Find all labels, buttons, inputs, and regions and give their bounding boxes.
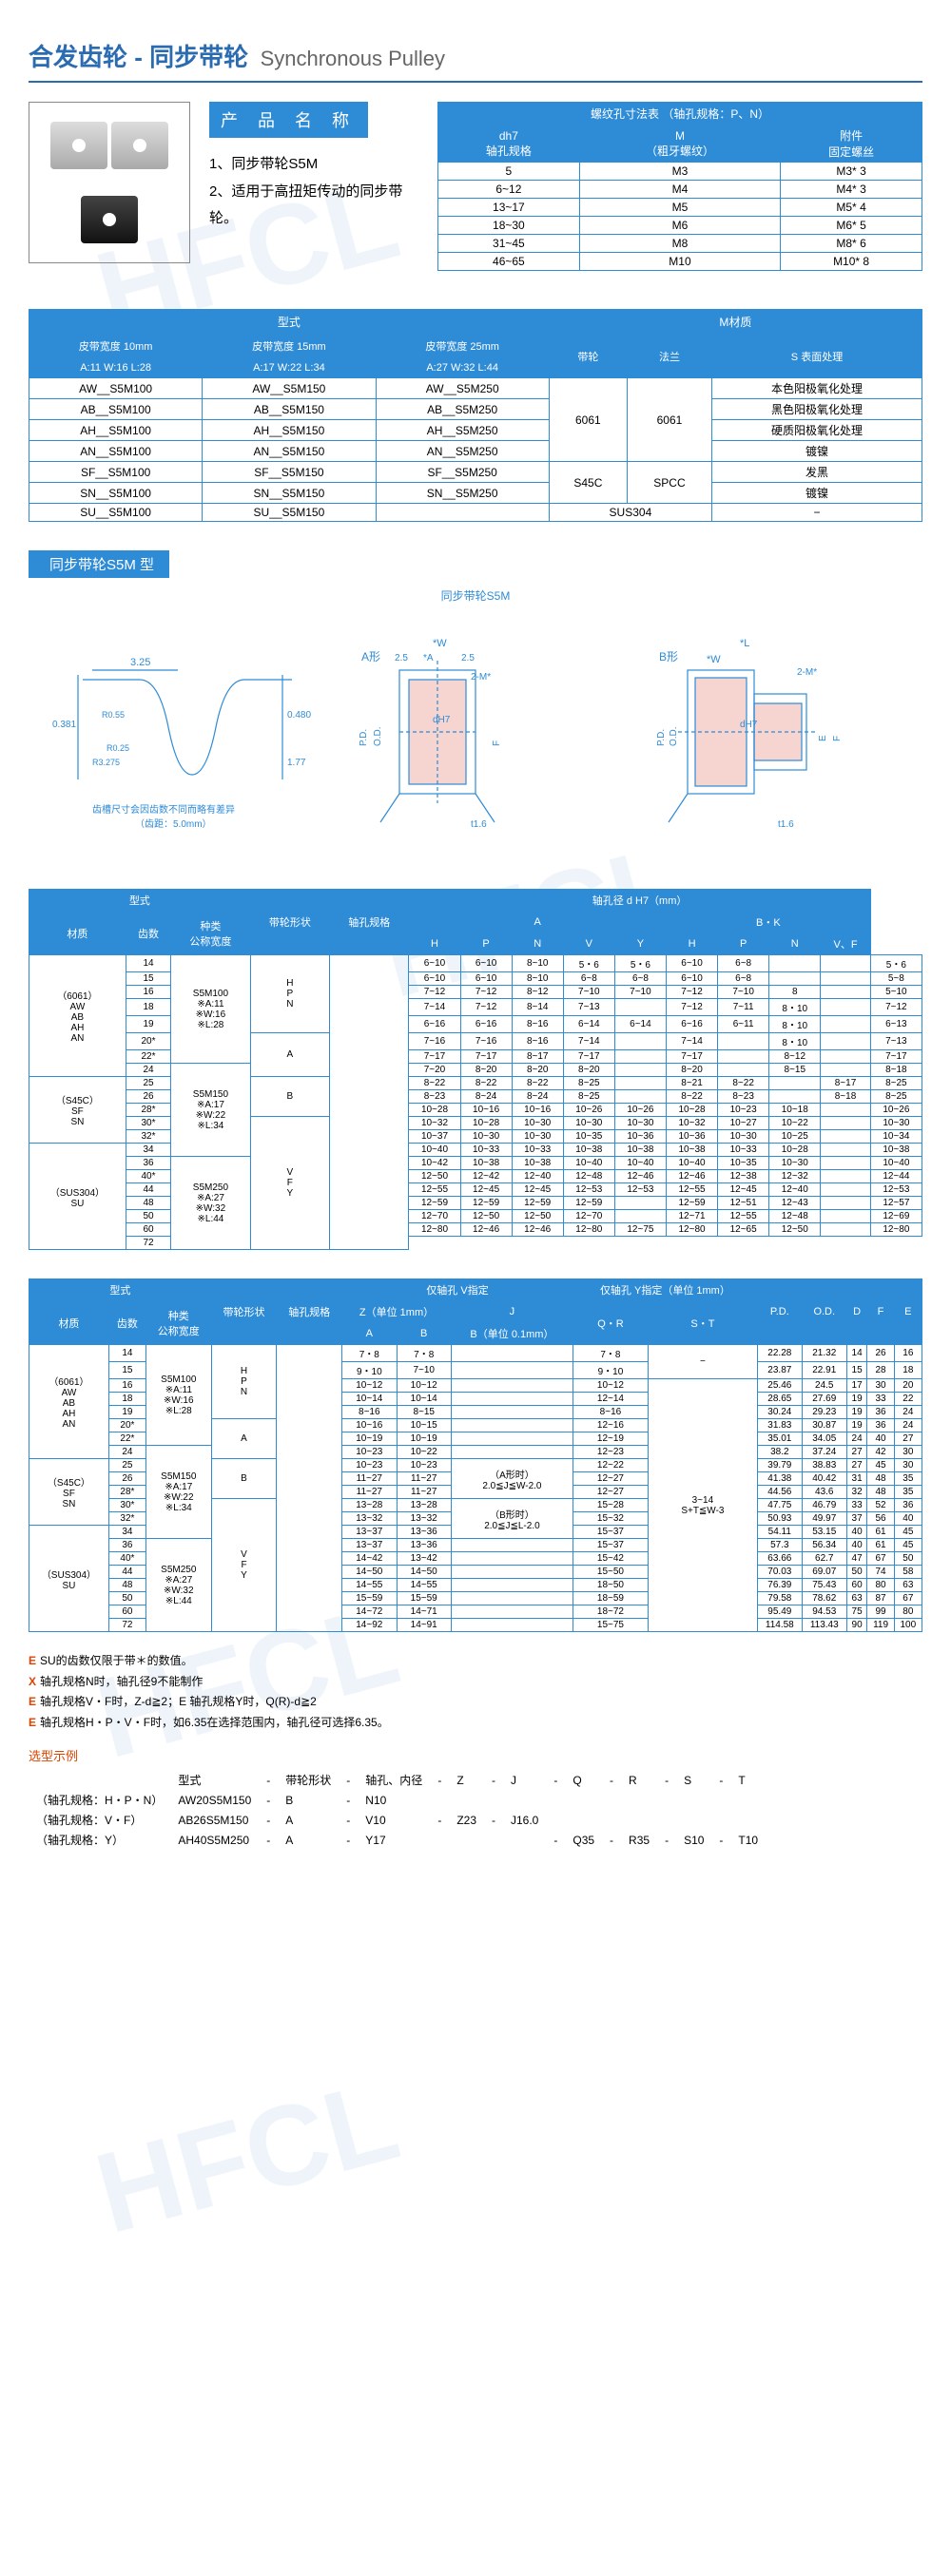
header-en: Synchronous Pulley [261,47,445,70]
svg-text:2.5: 2.5 [461,653,475,663]
intro-2: 2、适用于高扭矩传动的同步带轮。 [209,179,418,233]
svg-text:0.480: 0.480 [287,710,311,721]
svg-text:t1.6: t1.6 [471,819,487,830]
diagram-row: 3.25 0.381 0.480 1.77 R0.55 R3.275 R0.25… [29,604,922,889]
section-bar: 同步带轮S5M 型 [29,550,922,578]
svg-text:P.D.: P.D. [656,729,667,746]
svg-text:0.381: 0.381 [52,720,76,730]
svg-text:dH7: dH7 [433,715,451,725]
intro-list: 1、同步带轮S5M 2、适用于高扭矩传动的同步带轮。 [209,151,418,233]
dim-table-2: 型式带轮形状轴孔规格仅轴孔 V指定仅轴孔 Y指定（单位 1mm）P.D.O.D.… [29,1278,922,1632]
svg-text:2.5: 2.5 [395,653,408,663]
diag-title: 同步带轮S5M [29,587,922,604]
svg-text:3.25: 3.25 [130,657,150,668]
svg-text:dH7: dH7 [740,720,758,730]
svg-text:E: E [818,735,828,741]
a-shape-diagram: A形 *W 2.5 *A 2.5 2-M* P.D. O.D. dH7 F t1… [342,623,609,851]
model-mat-hdr: M材质 [549,310,922,335]
svg-text:齿槽尺寸会因齿数不同而略有差异: 齿槽尺寸会因齿数不同而略有差异 [92,803,235,816]
model-type-hdr: 型式 [29,310,550,335]
product-name-box: 产 品 名 称 [209,102,368,138]
header-cn: 合发齿轮 - 同步带轮 [29,43,248,71]
selection-title: 选型示例 [29,1746,922,1764]
thread-table: 螺纹孔寸法表 （轴孔规格：P、N） dh7轴孔规格M（粗牙螺纹）附件固定螺丝 5… [437,102,922,271]
svg-text:2-M*: 2-M* [797,667,817,678]
svg-text:1.77: 1.77 [287,758,306,768]
svg-text:*A: *A [423,653,434,663]
svg-text:B形: B形 [659,650,678,663]
dim-table-1: 型式带轮形状轴孔规格轴孔径 d H7（mm）材质齿数种类公称宽度AB・KHPNV… [29,889,922,1250]
svg-text:O.D.: O.D. [669,726,679,746]
svg-text:R0.55: R0.55 [102,710,125,720]
model-table: 型式 M材质 皮带宽度 10mm皮带宽度 15mm皮带宽度 25mm带轮法兰S … [29,309,922,522]
thread-title: 螺纹孔寸法表 （轴孔规格：P、N） [438,103,922,125]
product-image [29,102,190,263]
svg-text:*L: *L [740,638,749,649]
svg-text:A形: A形 [361,650,380,663]
intro-1: 1、同步带轮S5M [209,151,418,179]
svg-text:*W: *W [433,638,447,649]
page-header: 合发齿轮 - 同步带轮 Synchronous Pulley [29,38,922,83]
svg-text:F: F [832,736,843,741]
svg-text:F: F [492,740,502,746]
section-title: 同步带轮S5M 型 [29,550,169,578]
selection-example: 型式-带轮形状-轴孔、内径-Z-J-Q-R-S-T（轴孔规格：H・P・N）AW2… [29,1770,922,1850]
svg-text:R3.275: R3.275 [92,758,120,767]
notes: ESU的齿数仅限于带＊的数值。X轴孔规格N时，轴孔径9不能制作E轴孔规格V・F时… [29,1651,922,1733]
svg-text:*W: *W [707,654,721,665]
tooth-profile-diagram: 3.25 0.381 0.480 1.77 R0.55 R3.275 R0.25… [45,623,311,851]
svg-text:t1.6: t1.6 [778,819,794,830]
svg-text:O.D.: O.D. [373,726,383,746]
svg-text:（齿距：5.0mm）: （齿距：5.0mm） [135,818,212,830]
svg-text:P.D.: P.D. [359,729,369,746]
svg-text:2-M*: 2-M* [471,672,491,682]
svg-text:R0.25: R0.25 [107,743,129,753]
b-shape-diagram: B形 *L *W 2-M* P.D. O.D. dH7 E F t1.6 [640,623,906,851]
